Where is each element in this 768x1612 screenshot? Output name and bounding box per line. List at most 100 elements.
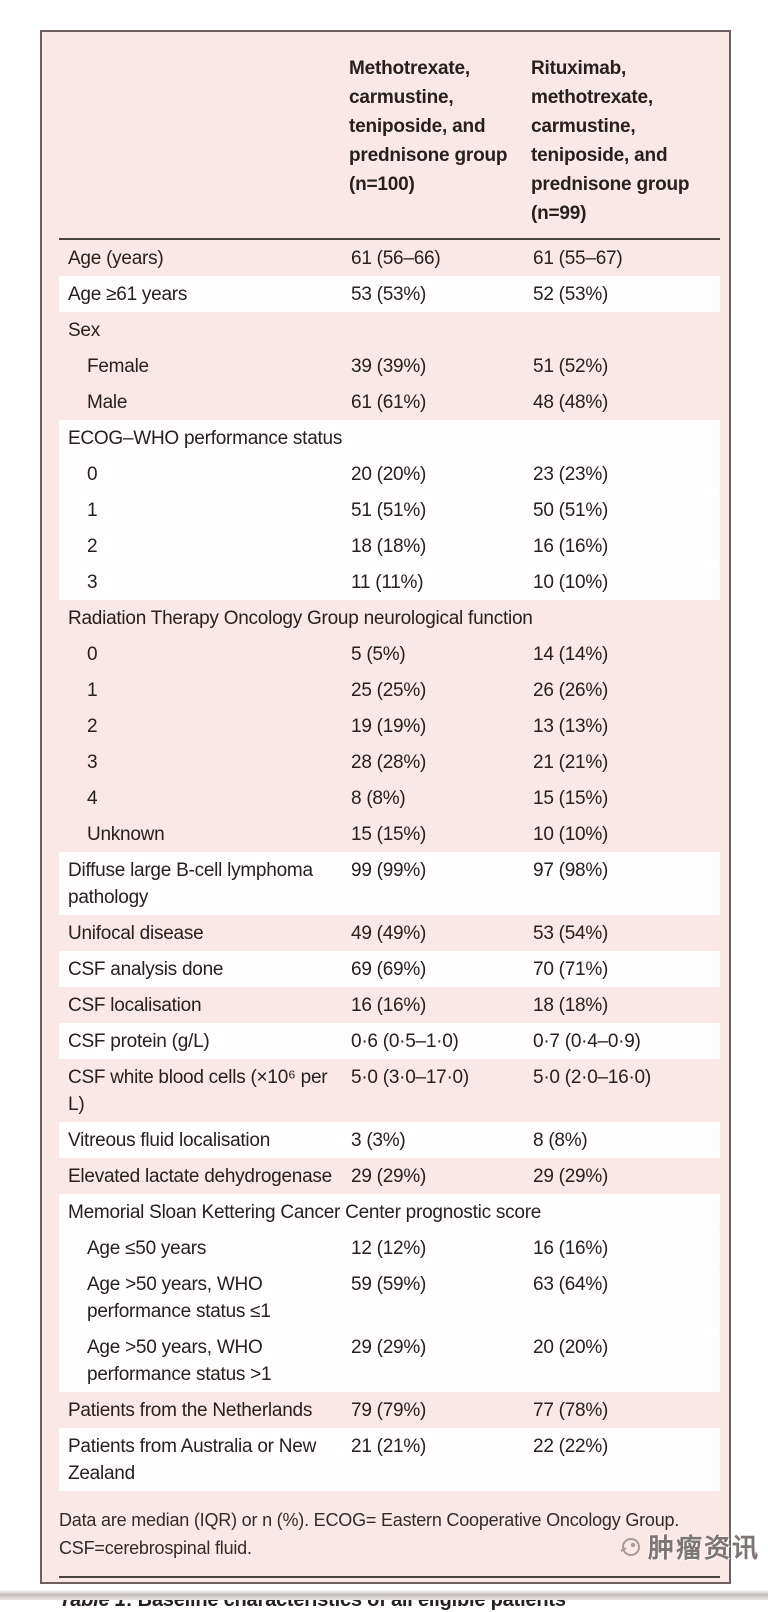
table-row: 1 25 (25%) 26 (26%) [59, 672, 720, 708]
row-label: 2 [87, 715, 98, 737]
row-value-group1: 11 (11%) [351, 571, 424, 593]
row-value-group1: 5·0 (3·0–17·0) [351, 1066, 469, 1088]
row-value-group1: 0·6 (0·5–1·0) [351, 1030, 459, 1052]
row-value-group1: 39 (39%) [351, 355, 427, 377]
row-value-group2: 26 (26%) [533, 679, 609, 701]
table-row: Age (years) 61 (56–66) 61 (55–67) [59, 240, 720, 276]
row-value-group2: 10 (10%) [533, 571, 609, 593]
row-label: Diffuse large B-cell lymphoma pathology [68, 859, 313, 908]
row-value-group2: 10 (10%) [533, 823, 609, 845]
row-value-group1: 28 (28%) [351, 751, 427, 773]
row-value-group2: 51 (52%) [533, 355, 609, 377]
row-value-group2: 77 (78%) [533, 1399, 609, 1421]
row-value-group1: 49 (49%) [351, 922, 427, 944]
row-value-group2: 70 (71%) [533, 958, 609, 980]
table-row: Sex [59, 312, 720, 348]
row-value-group1: 79 (79%) [351, 1399, 427, 1421]
row-value-group1: 53 (53%) [351, 283, 427, 305]
column-header-group1: Methotrexate, carmustine, teniposide, an… [349, 58, 508, 195]
row-label: Age >50 years, WHO performance status ≤1 [87, 1273, 271, 1322]
row-value-group1: 16 (16%) [351, 994, 427, 1016]
watermark: 肿瘤资讯 [618, 1528, 760, 1565]
row-value-group1: 19 (19%) [351, 715, 427, 737]
row-value-group1: 25 (25%) [351, 679, 427, 701]
row-value-group2: 15 (15%) [533, 787, 609, 809]
table-row: Male 61 (61%) 48 (48%) [59, 384, 720, 420]
row-value-group2: 21 (21%) [533, 751, 609, 773]
oncology-news-logo-icon [618, 1535, 642, 1559]
row-label: CSF localisation [68, 994, 202, 1016]
table-row: CSF protein (g/L) 0·6 (0·5–1·0) 0·7 (0·4… [59, 1023, 720, 1059]
table-row: CSF analysis done 69 (69%) 70 (71%) [59, 951, 720, 987]
column-header-group2: Rituximab, methotrexate, carmustine, ten… [531, 58, 690, 224]
row-label: Age ≥61 years [68, 283, 188, 305]
row-label: 0 [87, 463, 98, 485]
row-value-group2: 13 (13%) [533, 715, 609, 737]
table-row: Radiation Therapy Oncology Group neurolo… [59, 600, 720, 636]
row-value-group1: 61 (61%) [351, 391, 427, 413]
table-row: Vitreous fluid localisation 3 (3%) 8 (8%… [59, 1122, 720, 1158]
table-row: CSF localisation 16 (16%) 18 (18%) [59, 987, 720, 1023]
row-value-group1: 3 (3%) [351, 1129, 406, 1151]
row-value-group2: 8 (8%) [533, 1129, 588, 1151]
table-row: 3 28 (28%) 21 (21%) [59, 744, 720, 780]
row-value-group1: 59 (59%) [351, 1273, 427, 1295]
row-label: Vitreous fluid localisation [68, 1129, 271, 1151]
table-footnote: Data are median (IQR) or n (%). ECOG= Ea… [59, 1510, 680, 1558]
table1-card: Methotrexate, carmustine, teniposide, an… [40, 30, 731, 1611]
table-row: Elevated lactate dehydrogenase 29 (29%) … [59, 1158, 720, 1194]
row-value-group1: 51 (51%) [351, 499, 427, 521]
table-row: ECOG–WHO performance status [59, 420, 720, 456]
header-rule [59, 238, 720, 240]
row-value-group1: 8 (8%) [351, 787, 406, 809]
row-label: CSF protein (g/L) [68, 1030, 210, 1052]
row-value-group2: 52 (53%) [533, 283, 609, 305]
table-row: Female 39 (39%) 51 (52%) [59, 348, 720, 384]
row-value-group1: 29 (29%) [351, 1165, 427, 1187]
row-label: CSF white blood cells (×10⁶ per L) [68, 1066, 328, 1115]
table-row: Age >50 years, WHO performance status ≤1… [59, 1266, 720, 1329]
row-value-group2: 61 (55–67) [533, 247, 623, 269]
row-value-group2: 63 (64%) [533, 1273, 609, 1295]
table-row: Age ≤50 years 12 (12%) 16 (16%) [59, 1230, 720, 1266]
row-value-group1: 20 (20%) [351, 463, 427, 485]
caption-rule [59, 1576, 720, 1578]
row-value-group2: 16 (16%) [533, 535, 609, 557]
row-label: 3 [87, 751, 98, 773]
row-label: Age ≤50 years [87, 1237, 207, 1259]
table-row: CSF white blood cells (×10⁶ per L) 5·0 (… [59, 1059, 720, 1122]
table-row: Age ≥61 years 53 (53%) 52 (53%) [59, 276, 720, 312]
row-label: Radiation Therapy Oncology Group neurolo… [68, 607, 533, 629]
row-label: Unifocal disease [68, 922, 204, 944]
row-label: 2 [87, 535, 98, 557]
row-value-group1: 69 (69%) [351, 958, 427, 980]
table-row: Patients from the Netherlands 79 (79%) 7… [59, 1392, 720, 1428]
table-body: Age (years) 61 (56–66) 61 (55–67) Age ≥6… [59, 240, 720, 1491]
row-label: Elevated lactate dehydrogenase [68, 1165, 332, 1187]
row-value-group1: 29 (29%) [351, 1336, 427, 1358]
table-row: 0 20 (20%) 23 (23%) [59, 456, 720, 492]
row-label: Age >50 years, WHO performance status >1 [87, 1336, 272, 1385]
row-label: Memorial Sloan Kettering Cancer Center p… [68, 1201, 542, 1223]
row-value-group2: 0·7 (0·4–0·9) [533, 1030, 641, 1052]
table-row: 2 18 (18%) 16 (16%) [59, 528, 720, 564]
row-value-group2: 48 (48%) [533, 391, 609, 413]
table-row: 2 19 (19%) 13 (13%) [59, 708, 720, 744]
row-label: Male [87, 391, 128, 413]
row-value-group2: 97 (98%) [533, 859, 609, 881]
table-row: 0 5 (5%) 14 (14%) [59, 636, 720, 672]
row-value-group2: 5·0 (2·0–16·0) [533, 1066, 651, 1088]
row-label: ECOG–WHO performance status [68, 427, 343, 449]
bottom-strip [0, 1590, 768, 1600]
row-label: 1 [87, 499, 98, 521]
table-row: Unknown 15 (15%) 10 (10%) [59, 816, 720, 852]
row-value-group1: 21 (21%) [351, 1435, 427, 1457]
table-row: 3 11 (11%) 10 (10%) [59, 564, 720, 600]
row-label: Unknown [87, 823, 165, 845]
row-label: 4 [87, 787, 98, 809]
row-value-group1: 15 (15%) [351, 823, 427, 845]
table-row: Age >50 years, WHO performance status >1… [59, 1329, 720, 1392]
table-row: 4 8 (8%) 15 (15%) [59, 780, 720, 816]
table-row: Memorial Sloan Kettering Cancer Center p… [59, 1194, 720, 1230]
